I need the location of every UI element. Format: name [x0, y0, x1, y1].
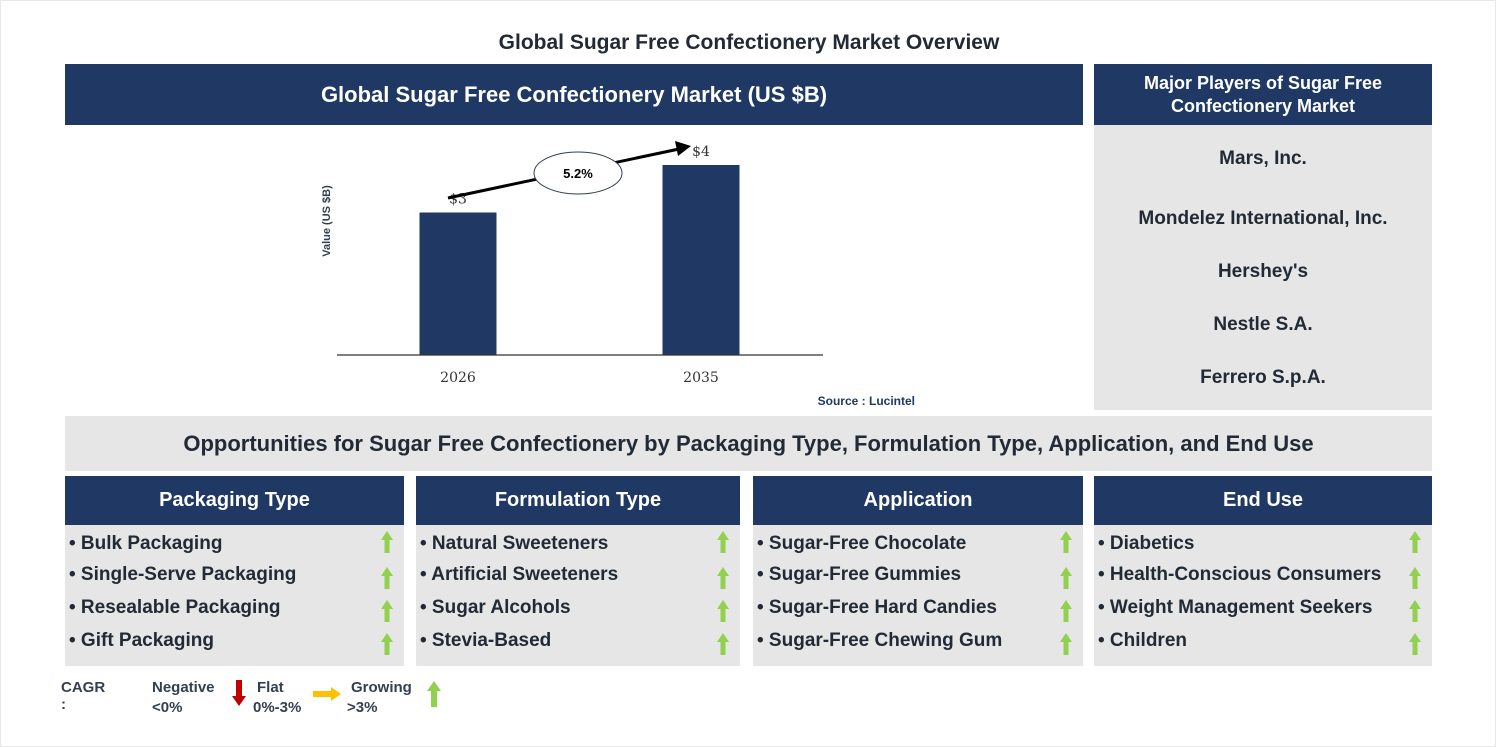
- legend-label: CAGR :: [61, 679, 106, 713]
- arrow-down-red-icon: [232, 680, 246, 706]
- legend-negative-name: Negative: [152, 679, 215, 696]
- arrow-up-green-icon: [1409, 567, 1421, 589]
- segment-item: • Stevia-Based: [420, 630, 552, 651]
- arrow-up-green-icon: [1060, 633, 1072, 655]
- segment-header: End Use: [1094, 476, 1432, 525]
- y-axis-label: Value (US $B): [321, 185, 333, 257]
- opportunities-title: Opportunities for Sugar Free Confectione…: [65, 416, 1432, 471]
- arrow-up-green-icon: [1060, 600, 1072, 622]
- segment-item: • Sugar-Free Chocolate: [757, 533, 967, 554]
- segment-item: • Sugar-Free Hard Candies: [757, 597, 997, 618]
- arrow-up-green-icon: [381, 633, 393, 655]
- segment-list: • Bulk Packaging • Single-Serve Packaging…: [65, 525, 404, 666]
- arrow-up-green-icon: [717, 633, 729, 655]
- segment-list: • Sugar-Free Chocolate • Sugar-Free Gummi…: [753, 525, 1083, 666]
- bar-2035: [662, 165, 740, 355]
- segment-item: • Weight Management Seekers: [1098, 597, 1373, 618]
- segment-item: • Natural Sweeteners: [420, 533, 609, 554]
- segment-header: Application: [753, 476, 1083, 525]
- arrow-up-green-icon: [1060, 531, 1072, 553]
- x-tick-label: 2035: [683, 370, 719, 386]
- arrow-up-green-icon: [717, 600, 729, 622]
- player-item: Nestle S.A.: [1213, 314, 1313, 335]
- arrow-up-green-icon: [381, 531, 393, 553]
- cagr-ellipse: [533, 151, 623, 195]
- players-list: Mars, Inc. Mondelez International, Inc. …: [1094, 125, 1432, 410]
- arrow-up-green-icon: [427, 681, 441, 707]
- player-item: Ferrero S.p.A.: [1200, 367, 1326, 388]
- arrow-up-green-icon: [1409, 531, 1421, 553]
- segment-item: • Diabetics: [1098, 533, 1195, 554]
- main-title: Global Sugar Free Confectionery Market O…: [498, 31, 1000, 54]
- legend-growing-range: >3%: [347, 699, 378, 716]
- source-label: Source : Lucintel: [818, 394, 915, 408]
- legend-growing-name: Growing: [351, 679, 412, 696]
- bar-2026: [419, 212, 497, 355]
- segment-item: • Sugar-Free Gummies: [757, 564, 962, 585]
- segment-header: Packaging Type: [65, 476, 404, 525]
- cagr-label: 5.2%: [563, 166, 593, 181]
- player-item: Mondelez International, Inc.: [1138, 208, 1388, 229]
- segment-item: • Health-Conscious Consumers: [1098, 564, 1382, 585]
- market-chart-header: Global Sugar Free Confectionery Market (…: [65, 64, 1083, 125]
- arrow-right-yellow-icon: [313, 687, 341, 701]
- segment-item: • Children: [1098, 630, 1187, 651]
- legend-flat-range: 0%-3%: [253, 699, 302, 716]
- x-tick-label: 2026: [440, 370, 476, 386]
- player-item: Hershey's: [1217, 261, 1309, 282]
- segment-item: • Bulk Packaging: [69, 533, 223, 554]
- players-header: Major Players of Sugar Free Confectioner…: [1094, 64, 1432, 125]
- player-item: Mars, Inc.: [1219, 148, 1307, 169]
- segment-item: • Artificial Sweeteners: [420, 564, 619, 585]
- arrow-up-green-icon: [1409, 633, 1421, 655]
- arrow-up-green-icon: [1409, 600, 1421, 622]
- segment-header: Formulation Type: [416, 476, 740, 525]
- segment-item: • Single-Serve Packaging: [69, 564, 297, 585]
- segment-item: • Resealable Packaging: [69, 597, 281, 618]
- segment-item: • Sugar Alcohols: [420, 597, 571, 618]
- segment-item: • Sugar-Free Chewing Gum: [757, 630, 1003, 651]
- legend-flat-name: Flat: [257, 679, 284, 696]
- segment-item: • Gift Packaging: [69, 630, 214, 651]
- arrow-up-green-icon: [381, 600, 393, 622]
- data-label: $4: [692, 144, 710, 160]
- arrow-up-green-icon: [717, 531, 729, 553]
- arrow-up-green-icon: [1060, 567, 1072, 589]
- arrow-up-green-icon: [717, 567, 729, 589]
- segment-list: • Diabetics • Health-Conscious Consumers •…: [1094, 525, 1432, 666]
- cagr-arrowhead: [675, 141, 691, 156]
- arrow-up-green-icon: [381, 567, 393, 589]
- legend-negative-range: <0%: [152, 699, 183, 716]
- segment-list: • Natural Sweeteners • Artificial Sweeten…: [416, 525, 740, 666]
